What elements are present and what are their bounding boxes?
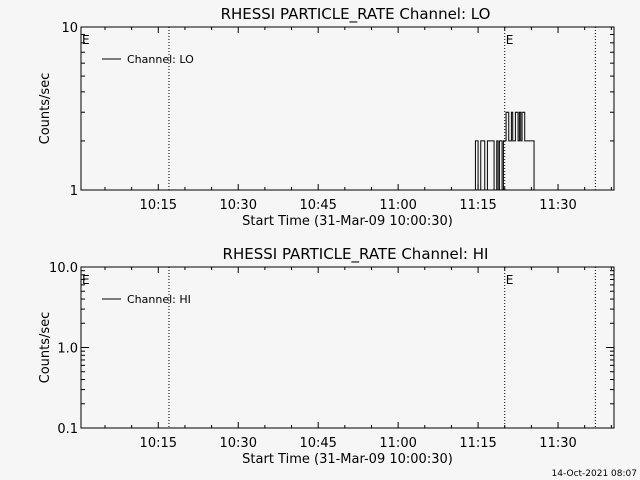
event-marker-label: E [82, 273, 90, 287]
x-tick-label: 10:45 [299, 198, 336, 213]
y-axis-label: Counts/sec [38, 312, 53, 384]
x-axis-label: Start Time (31-Mar-09 10:00:30) [242, 452, 453, 467]
x-tick-label: 10:45 [299, 436, 336, 451]
footer-timestamp: 14-Oct-2021 08:07 [552, 469, 637, 479]
y-tick-label: 10 [61, 21, 78, 36]
y-axis-label: Counts/sec [38, 73, 53, 145]
y-tick-label: 1.0 [57, 342, 78, 357]
chart-title: RHESSI PARTICLE_RATE Channel: HI [223, 245, 489, 264]
legend-label: Channel: HI [127, 293, 191, 306]
x-tick-label: 11:00 [379, 198, 416, 213]
y-tick-label: 1 [70, 184, 78, 199]
x-tick-label: 10:15 [140, 198, 177, 213]
plot-frame [80, 266, 615, 429]
x-tick-label: 11:30 [539, 436, 576, 451]
y-tick-label: 0.1 [57, 422, 78, 437]
chart-panel-1: RHESSI PARTICLE_RATE Channel: LO 10:15 10:… [38, 5, 615, 229]
event-marker-label: E [506, 33, 514, 47]
x-tick-label: 10:30 [220, 436, 257, 451]
x-tick-label: 11:00 [379, 436, 416, 451]
x-tick-label: 10:15 [140, 436, 177, 451]
x-axis-label: Start Time (31-Mar-09 10:00:30) [242, 214, 453, 229]
chart-title: RHESSI PARTICLE_RATE Channel: LO [221, 5, 491, 24]
x-tick-label: 11:30 [539, 198, 576, 213]
y-tick-label: 10.0 [49, 261, 78, 276]
event-marker-label: E [506, 273, 514, 287]
plot-frame [80, 26, 615, 191]
event-marker-label: E [82, 33, 90, 47]
legend-label: Channel: LO [127, 53, 194, 66]
x-tick-label: 11:15 [459, 198, 496, 213]
x-tick-label: 11:15 [459, 436, 496, 451]
series-line [474, 111, 535, 190]
chart-panel-2: RHESSI PARTICLE_RATE Channel: HI 10:15 10:… [38, 245, 615, 467]
x-tick-label: 10:30 [220, 198, 257, 213]
